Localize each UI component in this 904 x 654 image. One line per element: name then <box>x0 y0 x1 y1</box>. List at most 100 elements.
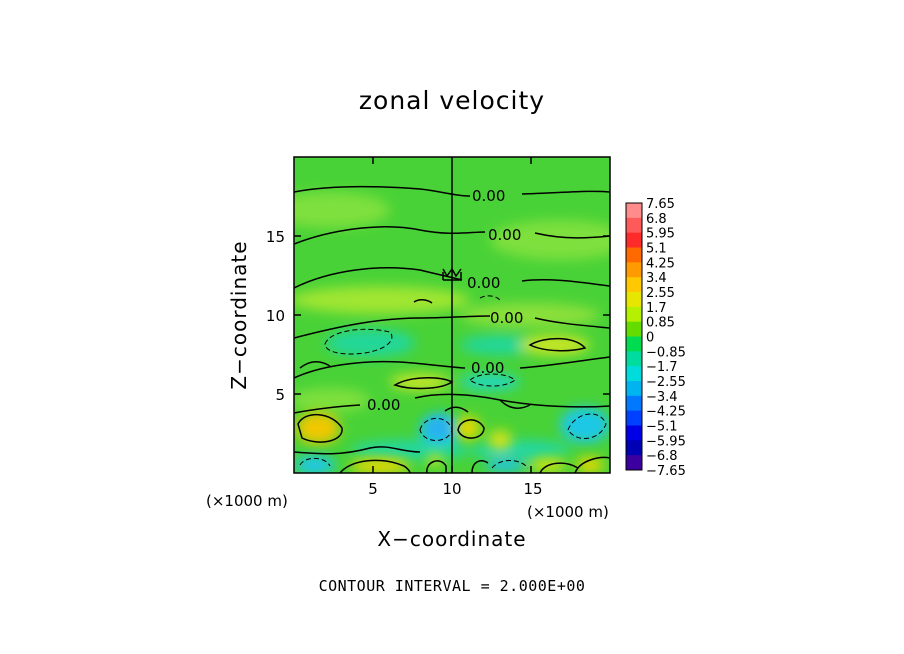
contour-line <box>444 406 469 413</box>
colorbar-label: 1.7 <box>646 301 667 316</box>
field-patch <box>350 440 470 460</box>
contour-line <box>324 328 393 355</box>
colorbar-swatch <box>626 410 642 426</box>
colorbar-label: −2.55 <box>646 375 686 390</box>
contour-line <box>294 267 610 289</box>
colorbar-label: −5.95 <box>646 434 686 449</box>
colorbar-swatch <box>626 217 642 234</box>
colorbar-label: 0 <box>646 331 654 346</box>
field-patch <box>460 374 520 390</box>
y-tick-label: 10 <box>266 307 285 325</box>
contour-labels: 0.00 0.00 0.00 0.00 0.00 0.00 <box>367 187 523 414</box>
field-patch <box>456 416 480 440</box>
contour-label: 0.00 <box>471 359 504 377</box>
field-patch <box>576 457 604 473</box>
x-unit-label: (×1000 m) <box>527 503 609 521</box>
colorbar-label: 5.1 <box>646 242 667 257</box>
y-tick-label: 5 <box>275 386 285 404</box>
field-patch <box>426 416 450 440</box>
colorbar-swatch <box>626 292 642 308</box>
field-patch <box>490 220 610 260</box>
contour-label: 0.00 <box>472 187 505 205</box>
field-patch <box>485 458 525 472</box>
field-patch <box>294 286 470 314</box>
tick-labels: 5 10 15 5 10 15 (×1000 m) (×1000 m) <box>206 228 609 521</box>
contour-line <box>339 459 411 473</box>
contour-line <box>299 457 331 467</box>
colorbar-label: −4.25 <box>646 405 686 420</box>
contour-line <box>442 272 462 281</box>
contour-line <box>426 460 447 473</box>
colorbar-label: 0.85 <box>646 316 675 331</box>
colorbar-label: 5.95 <box>646 227 675 242</box>
colorbar-swatch <box>626 321 642 337</box>
colorbar-swatch <box>626 381 642 397</box>
field-patch <box>295 455 335 473</box>
field-patch <box>296 412 340 444</box>
colorbar: 7.656.85.955.14.253.42.551.70.850−0.85−1… <box>625 197 686 479</box>
colorbar-label: 6.8 <box>646 212 667 227</box>
field-patch <box>488 430 512 450</box>
contour-line <box>567 413 607 439</box>
y-tick-label: 15 <box>266 228 285 246</box>
y-axis-title: Z−coordinate <box>227 240 251 389</box>
field-patch <box>325 329 415 357</box>
contour-line <box>574 456 610 473</box>
chart-title: zonal velocity <box>358 86 546 115</box>
colorbar-label: −6.8 <box>646 449 678 464</box>
x-tick-label: 5 <box>368 480 378 498</box>
colorbar-swatch <box>626 455 642 471</box>
contour-interval-note: CONTOUR INTERVAL = 2.000E+00 <box>318 577 586 595</box>
colorbar-label: −1.7 <box>646 360 678 375</box>
colorbar-label: 2.55 <box>646 286 675 301</box>
contour-line <box>294 315 610 339</box>
colorbar-swatch <box>626 203 642 219</box>
field-patch <box>460 335 540 355</box>
contour-line <box>528 337 587 352</box>
colorbar-swatch <box>626 351 642 367</box>
contour-line <box>294 446 421 455</box>
contour-label: 0.00 <box>490 309 523 327</box>
contour-line <box>479 295 501 301</box>
x-axis-title: X−coordinate <box>377 527 526 551</box>
y-unit-label: (×1000 m) <box>206 492 288 510</box>
contour-line <box>491 460 529 469</box>
colorbar-swatch <box>626 366 642 382</box>
contour-line <box>294 356 610 379</box>
contour-line <box>413 299 433 304</box>
field-patch <box>560 407 610 443</box>
contour-line <box>499 399 531 410</box>
contour-line <box>299 361 331 369</box>
colorbar-swatch <box>626 277 642 293</box>
contour-line <box>469 373 516 387</box>
field-patch <box>470 440 570 460</box>
contour-line <box>294 185 610 197</box>
field-patch <box>294 192 390 228</box>
colorbar-label: −3.4 <box>646 390 678 405</box>
colorbar-swatch <box>626 262 642 278</box>
contour-label: 0.00 <box>488 226 521 244</box>
colorbar-label: 4.25 <box>646 256 675 271</box>
contour-field <box>294 157 610 473</box>
colorbar-swatch <box>626 232 642 248</box>
field-patch <box>390 374 450 390</box>
colorbar-label: −5.1 <box>646 420 678 435</box>
colorbar-swatch <box>626 247 642 263</box>
axis-ticks <box>294 157 610 473</box>
contour-lines <box>294 185 610 473</box>
colorbar-swatch <box>626 425 642 441</box>
contour-line <box>297 414 343 443</box>
x-tick-label: 10 <box>442 480 461 498</box>
colorbar-label: 3.4 <box>646 271 667 286</box>
contour-line <box>457 419 485 439</box>
colorbar-swatch <box>626 306 642 323</box>
colorbar-label: −7.65 <box>646 464 686 479</box>
colorbar-swatch <box>626 336 642 352</box>
contour-label: 0.00 <box>367 396 400 414</box>
contour-line <box>471 460 579 473</box>
colorbar-swatch <box>626 395 642 412</box>
field-patch <box>294 388 370 412</box>
x-tick-label: 15 <box>523 480 542 498</box>
colorbar-label: −0.85 <box>646 345 686 360</box>
field-patch <box>460 303 600 327</box>
